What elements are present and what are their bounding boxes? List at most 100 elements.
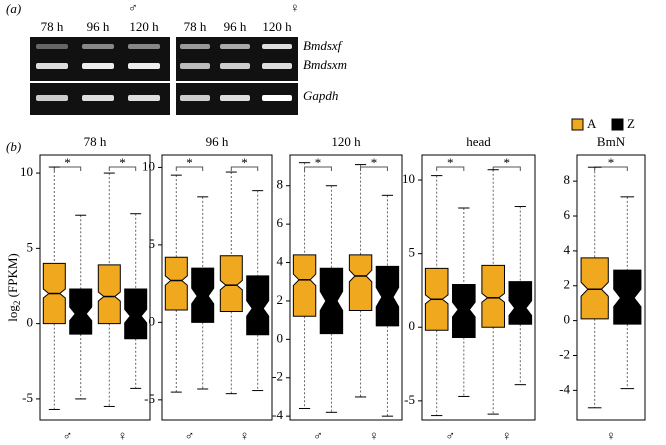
chart-title: BmN	[597, 134, 626, 149]
y-axis-label-part: (FPKM)	[5, 253, 20, 300]
y-tick-label: 0	[27, 315, 34, 330]
band	[36, 95, 68, 101]
box	[246, 275, 270, 336]
gene-label: Bmdsxm	[303, 57, 347, 72]
band	[82, 95, 114, 101]
significance-label: *	[315, 155, 322, 170]
y-tick-label: 0	[277, 330, 284, 345]
x-tick-label: ♂	[185, 428, 195, 443]
chart-title: 96 h	[206, 134, 229, 149]
box	[481, 264, 505, 328]
significance-bracket	[230, 166, 259, 171]
box	[613, 269, 642, 325]
y-tick-label: 5	[409, 245, 416, 260]
band	[262, 44, 292, 49]
band	[180, 44, 210, 49]
y-tick-label: 8	[277, 177, 284, 192]
x-tick-label: ♂	[313, 428, 323, 443]
significance-bracket	[436, 166, 465, 171]
band	[262, 63, 292, 69]
significance-label: *	[504, 155, 511, 170]
plot-frame	[421, 154, 536, 421]
significance-label: *	[371, 155, 378, 170]
lane-label: 96 h	[87, 19, 110, 34]
band	[36, 44, 68, 49]
y-tick-label: 10	[20, 164, 33, 179]
significance-label: *	[186, 155, 193, 170]
gel-block	[176, 37, 298, 81]
band	[220, 44, 250, 49]
significance-label: *	[241, 155, 248, 170]
box	[164, 256, 188, 311]
y-tick-label: -2	[272, 369, 283, 384]
sex-symbol: ♀	[290, 0, 300, 15]
band	[82, 44, 114, 49]
band	[180, 63, 210, 69]
band	[128, 63, 160, 69]
y-tick-label: 5	[27, 239, 34, 254]
box	[292, 254, 317, 317]
chart-title: 120 h	[331, 134, 361, 149]
gene-label: Gapdh	[303, 88, 338, 103]
band	[262, 95, 292, 101]
legend-swatch	[611, 118, 624, 131]
gel-female	[176, 37, 298, 115]
y-tick-label: 4	[277, 254, 284, 269]
box	[191, 267, 215, 323]
box	[219, 255, 243, 313]
y-tick-label: -4	[272, 407, 283, 422]
x-tick-label: ♀	[118, 428, 128, 443]
y-tick-label: 0	[564, 312, 571, 327]
x-tick-label: ♂	[445, 428, 455, 443]
plot-frame	[576, 154, 646, 421]
y-tick-label: -5	[144, 391, 155, 406]
significance-bracket	[175, 166, 204, 171]
plot-frame	[39, 154, 151, 421]
lane-label: 78 h	[184, 19, 207, 34]
significance-bracket	[304, 166, 332, 171]
plot-frame	[161, 154, 273, 421]
plot-frame	[289, 154, 403, 421]
lane-label: 78 h	[41, 19, 64, 34]
box	[348, 254, 373, 312]
y-axis-label: log2 (FPKM)	[5, 253, 22, 321]
x-tick-label: ♀	[369, 428, 379, 443]
band	[180, 95, 210, 101]
significance-bracket	[108, 166, 137, 171]
y-tick-label: 10	[142, 158, 155, 173]
y-tick-label: 6	[564, 207, 571, 222]
band	[36, 63, 68, 69]
legend-label: Z	[627, 116, 635, 131]
y-tick-label: -2	[559, 346, 570, 361]
legend-swatch	[571, 118, 584, 131]
y-tick-label: 2	[564, 277, 571, 292]
x-tick-label: ♀	[606, 428, 616, 443]
sex-symbol: ♂	[128, 0, 138, 15]
band	[128, 95, 160, 101]
significance-bracket	[492, 166, 521, 171]
y-tick-label: -5	[404, 392, 415, 407]
x-tick-label: ♂	[63, 428, 73, 443]
band	[82, 63, 114, 69]
box	[97, 264, 121, 325]
y-tick-label: -4	[559, 381, 570, 396]
panel-label: (a)	[6, 1, 21, 16]
y-tick-label: 6	[277, 215, 284, 230]
significance-label: *	[608, 155, 615, 170]
gel-male	[30, 37, 170, 115]
lane-label: 96 h	[224, 19, 247, 34]
panel-label: (b)	[6, 139, 21, 154]
gel-block	[30, 37, 170, 81]
x-tick-label: ♀	[240, 428, 250, 443]
box	[124, 288, 148, 340]
y-tick-label: 10	[402, 171, 415, 186]
significance-label: *	[119, 155, 126, 170]
y-tick-label: 2	[277, 292, 284, 307]
box	[375, 265, 400, 327]
gene-label: Bmdsxf	[303, 38, 344, 53]
y-tick-label: 0	[409, 318, 416, 333]
band	[220, 95, 250, 101]
legend-label: A	[587, 116, 597, 131]
lane-label: 120 h	[129, 19, 159, 34]
